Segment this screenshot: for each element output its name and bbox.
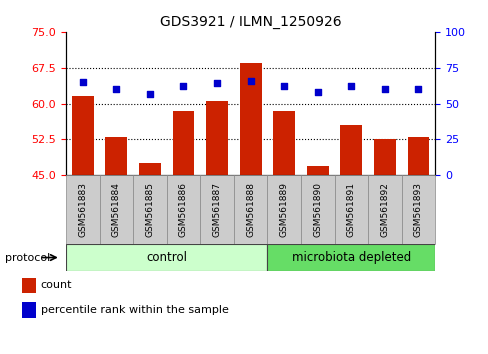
Bar [300,175,334,244]
Title: GDS3921 / ILMN_1250926: GDS3921 / ILMN_1250926 [160,16,341,29]
Bar [239,63,261,175]
Text: GSM561889: GSM561889 [279,182,288,237]
Point [179,84,187,89]
Bar [407,137,428,175]
Bar [133,175,166,244]
Bar [200,175,233,244]
Text: protocol: protocol [5,252,50,263]
Point [414,86,422,92]
Text: GSM561885: GSM561885 [145,182,154,237]
Text: control: control [146,251,187,264]
Text: microbiota depleted: microbiota depleted [291,251,410,264]
Text: GSM561883: GSM561883 [78,182,87,237]
Text: GSM561886: GSM561886 [179,182,187,237]
Bar [105,137,127,175]
Bar [401,175,434,244]
Bar [166,175,200,244]
Text: GSM561891: GSM561891 [346,182,355,237]
Bar [373,139,395,175]
Bar [206,101,227,175]
Bar [367,175,401,244]
Point [146,91,154,96]
Bar [233,175,267,244]
Text: GSM561893: GSM561893 [413,182,422,237]
Point [380,86,388,92]
Bar [340,125,362,175]
Bar [172,111,194,175]
Bar [267,175,300,244]
Text: GSM561887: GSM561887 [212,182,221,237]
Text: GSM561890: GSM561890 [313,182,322,237]
Bar [66,244,267,271]
Text: GSM561884: GSM561884 [112,182,121,237]
Point [346,84,354,89]
Bar [21,278,36,293]
Bar [306,166,328,175]
Bar [21,302,36,318]
Text: GSM561888: GSM561888 [245,182,255,237]
Point [280,84,287,89]
Bar [100,175,133,244]
Bar [273,111,294,175]
Bar [334,175,367,244]
Text: count: count [41,280,72,291]
Text: percentile rank within the sample: percentile rank within the sample [41,305,228,315]
Point [112,86,120,92]
Point [79,79,86,85]
Point [313,89,321,95]
Bar [139,163,161,175]
Bar [267,244,434,271]
Point [213,81,221,86]
Text: GSM561892: GSM561892 [380,182,388,237]
Point [246,78,254,84]
Bar [66,175,100,244]
Bar [72,96,94,175]
